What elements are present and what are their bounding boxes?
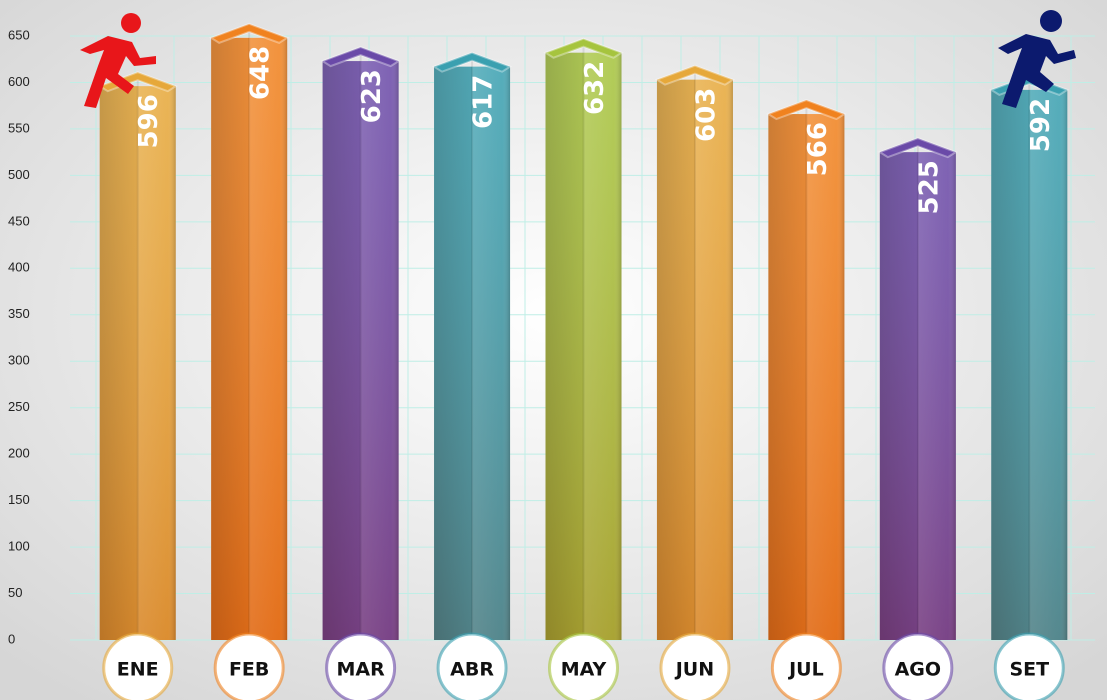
plot [70,22,1095,641]
x-tick-label: MAY [561,659,607,681]
category-badge [882,632,954,700]
bar-cap [543,37,624,59]
category-badge [102,632,174,700]
bar-shade [99,86,176,640]
x-tick-label: FEB [229,659,269,681]
category-badge [213,632,285,700]
bar-cap [320,46,401,68]
y-tick-label: 550 [8,120,30,135]
value-label: 566 [803,122,833,176]
bar-cap [766,98,847,121]
y-tick-label: 200 [8,446,30,461]
x-tick-label: MAR [336,659,385,681]
bar-shade [211,37,288,641]
bar-shade [879,152,956,640]
y-tick-label: 100 [8,539,30,554]
bar-shade [768,114,845,641]
x-tick-label: ABR [450,659,494,681]
y-tick-label: 0 [8,631,15,646]
value-label: 617 [469,75,499,129]
x-tick-label: AGO [895,659,941,681]
category-badge [770,632,842,700]
y-tick-label: 250 [8,399,30,414]
x-tick-label: JUL [787,659,824,681]
x-tick-label: JUN [674,659,714,681]
y-tick-label: 50 [8,585,22,600]
category-badge [993,632,1065,700]
value-label: 648 [246,46,276,100]
y-tick-label: 650 [8,27,30,42]
x-tick-label: SET [1009,659,1049,681]
value-label: 623 [357,69,387,123]
bar-cap [431,51,513,73]
category-badge [436,632,508,700]
bar-shade [991,89,1068,640]
y-tick-label: 300 [8,353,30,368]
value-label: 596 [134,94,164,148]
bar-shade [322,61,399,640]
value-label: 592 [1026,98,1056,152]
bar-shade [656,79,733,641]
runner-right [998,10,1076,108]
y-tick-label: 500 [8,167,30,182]
y-tick-label: 150 [8,492,30,507]
bar-shade [545,52,622,641]
y-tick-label: 600 [8,74,30,89]
y-tick-label: 350 [8,306,30,321]
bar-cap [877,137,959,159]
bar-shade [434,66,511,640]
category-badge [548,632,619,700]
y-tick-label: 400 [8,260,30,275]
value-label: 603 [691,88,721,142]
category-badge [325,632,397,700]
category-badge [659,632,731,700]
value-label: 525 [914,160,944,214]
runner-left [80,13,156,108]
bar-cap [654,64,736,86]
value-label: 632 [580,61,610,115]
y-tick-label: 450 [8,213,30,228]
x-tick-label: ENE [117,659,159,681]
bar-cap [208,22,290,44]
